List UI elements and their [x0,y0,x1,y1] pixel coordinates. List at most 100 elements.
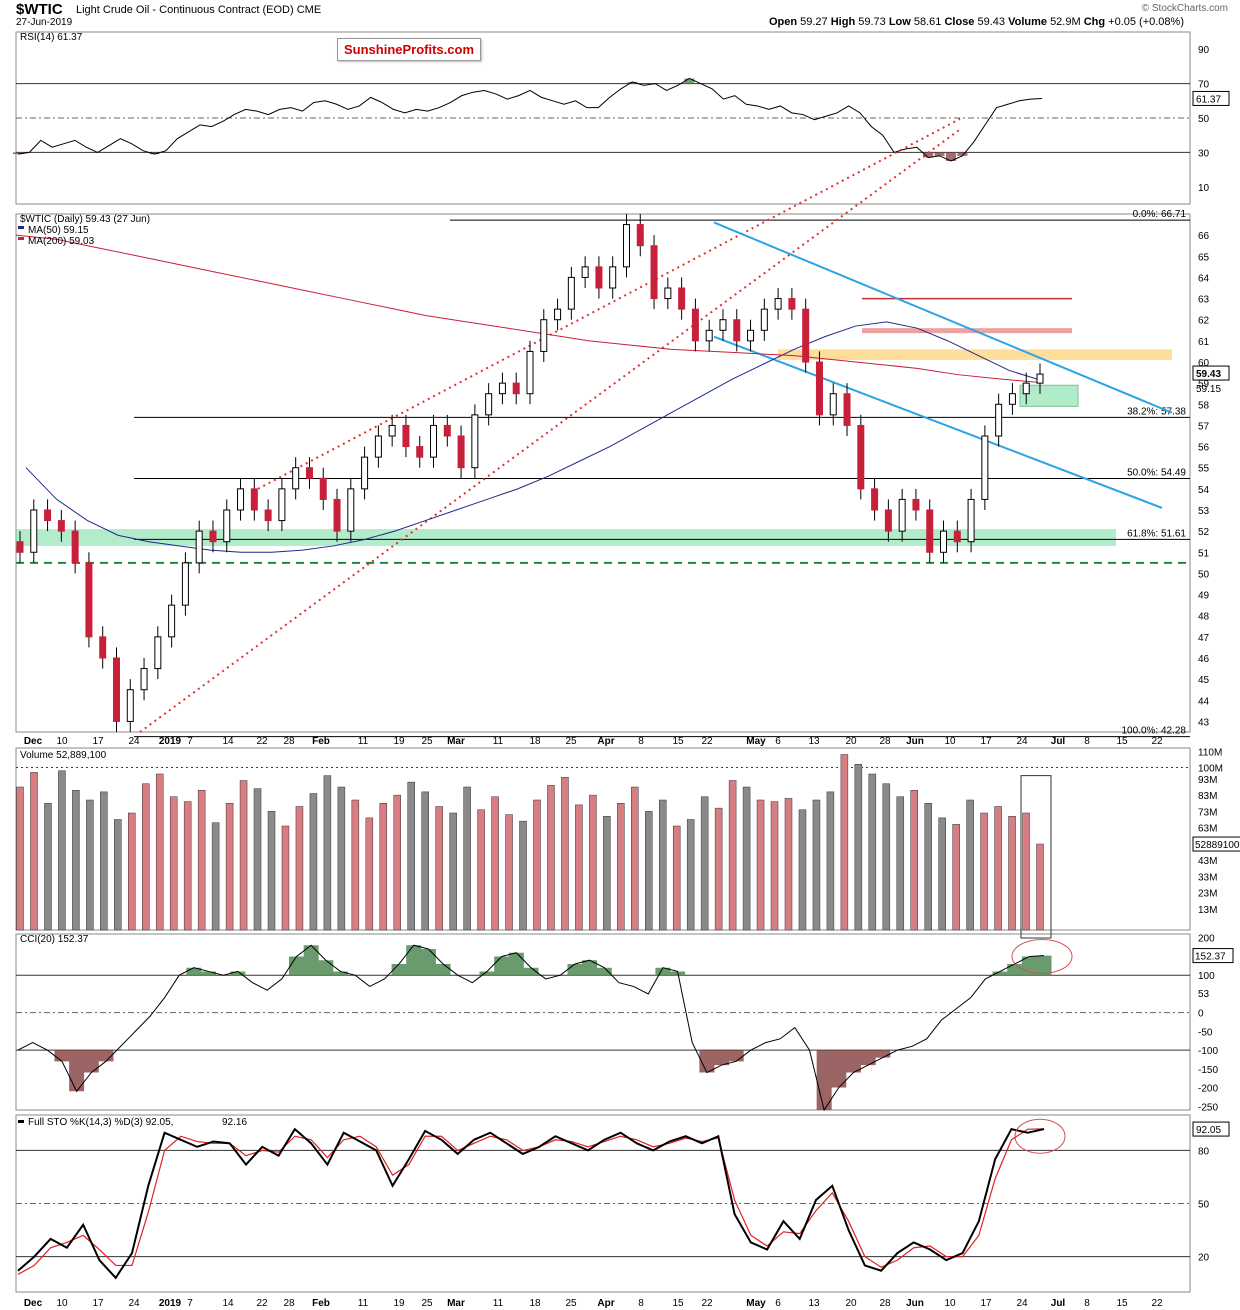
price-ytick: 53 [1198,506,1210,517]
price-xlabel: Apr [597,736,614,747]
bottom-xlabel: 10 [944,1298,956,1309]
volume-bar [910,790,918,931]
bottom-xlabel: 15 [1116,1298,1128,1309]
cci-negative-fill [54,1050,891,1110]
volume-bar [826,791,835,931]
price-xlabel: 22 [256,736,268,747]
bottom-xlabel: Mar [447,1298,465,1309]
candle-down [250,488,258,511]
price-ytick: 61 [1198,337,1210,348]
cci-positive-fill [186,945,1052,976]
candle-down [871,488,879,511]
candle-up [278,488,286,522]
volume-bar [519,820,527,931]
volume-ytick: 110M [1198,747,1222,758]
ohlc-high: High 59.73 [830,16,886,28]
price-xlabel: Jul [1051,736,1066,747]
candle-up [981,435,989,500]
ma200-line [15,234,1041,384]
volume-bar [309,793,318,931]
cci-ytick: -250 [1198,1102,1218,1113]
volume-ytick: 63M [1198,824,1217,835]
volume-bar [183,801,192,931]
price-ytick: 46 [1198,654,1210,665]
candle-up [609,266,617,289]
support-zone [16,529,1116,546]
volume-bar [393,794,402,931]
volume-bar [421,791,429,931]
candle-down [305,467,313,479]
rsi-ytick: 90 [1198,45,1210,56]
volume-bar [868,773,877,931]
candle-up [374,435,382,458]
price-xlabel: 11 [493,736,504,747]
bottom-xlabel: 13 [808,1298,820,1309]
volume-bar [267,811,276,931]
bottom-xlabel: 24 [1016,1298,1028,1309]
volume-bar [337,786,346,931]
volume-ytick: 83M [1198,791,1217,802]
price-ytick: 47 [1198,633,1210,644]
candle-down [85,562,93,638]
sto-k-line [17,1127,1045,1280]
price-xlabel: 2019 [159,736,182,747]
volume-bar [86,799,94,931]
price-xlabel: 25 [421,736,433,747]
candle-down [319,477,327,500]
volume-bar [896,796,905,931]
price-xlabel: 25 [565,736,577,747]
volume-bar [197,790,206,931]
bottom-xlabel: Apr [597,1298,614,1309]
sto-legend-swatch [18,1120,24,1123]
volume-ytick: 33M [1198,872,1217,883]
bottom-xlabel: 6 [775,1298,781,1309]
rsi-last-label: 61.37 [1196,94,1221,105]
candle-up [1036,373,1044,384]
price-ytick: 60 [1198,358,1210,369]
price-xlabel: 17 [92,736,104,747]
volume-bar [505,814,513,931]
price-xlabel: 14 [222,736,234,747]
sto-d-line [17,1128,1045,1275]
ohlc-chg: Chg +0.05 (+0.08%) [1083,16,1184,28]
volume-bar [980,812,988,931]
cci-ytick: -50 [1198,1027,1213,1038]
cci-ytick: -200 [1198,1084,1218,1095]
candle-down [857,424,865,490]
volume-bar [225,803,234,931]
bottom-xlabel: 8 [1084,1298,1090,1309]
cci-ytick: 53 [1198,989,1210,1000]
rsi-overbought-fill [627,78,695,84]
cci-last-label: 152.37 [1195,952,1226,963]
candle-up [581,266,589,278]
volume-highlight-box [1020,775,1052,939]
ohlc-low: Low 58.61 [888,16,942,28]
volume-bar [742,786,751,931]
sto-ytick: 20 [1198,1253,1210,1264]
volume-bar [952,824,960,931]
price-xlabel: 24 [128,736,140,747]
bottom-xlabel: Dec [24,1298,43,1309]
bottom-xlabel: Jul [1051,1298,1066,1309]
volume-bar [700,796,709,931]
volume-bar [449,812,457,931]
volume-bar [966,799,974,931]
candle-up [774,298,782,310]
fib-label: 0.0%: 66.71 [1133,209,1187,220]
candle-up [554,308,562,321]
price-ytick: 66 [1198,231,1210,242]
volume-ytick: 73M [1198,807,1217,818]
rsi-legend: RSI(14) 61.37 [20,32,83,43]
volume-bar [407,781,415,931]
price-xlabel: 10 [56,736,68,747]
watermark: © StockCharts.com [1141,3,1228,14]
brand-badge[interactable]: SunshineProfits.com [337,38,481,61]
candle-down [457,435,465,469]
price-ytick: 44 [1198,696,1210,707]
candle-down [884,509,892,532]
exchange: CME [296,4,322,16]
candle-up [1022,382,1030,395]
cci-highlight-ellipse [1011,938,1073,974]
volume-bar [672,825,681,931]
